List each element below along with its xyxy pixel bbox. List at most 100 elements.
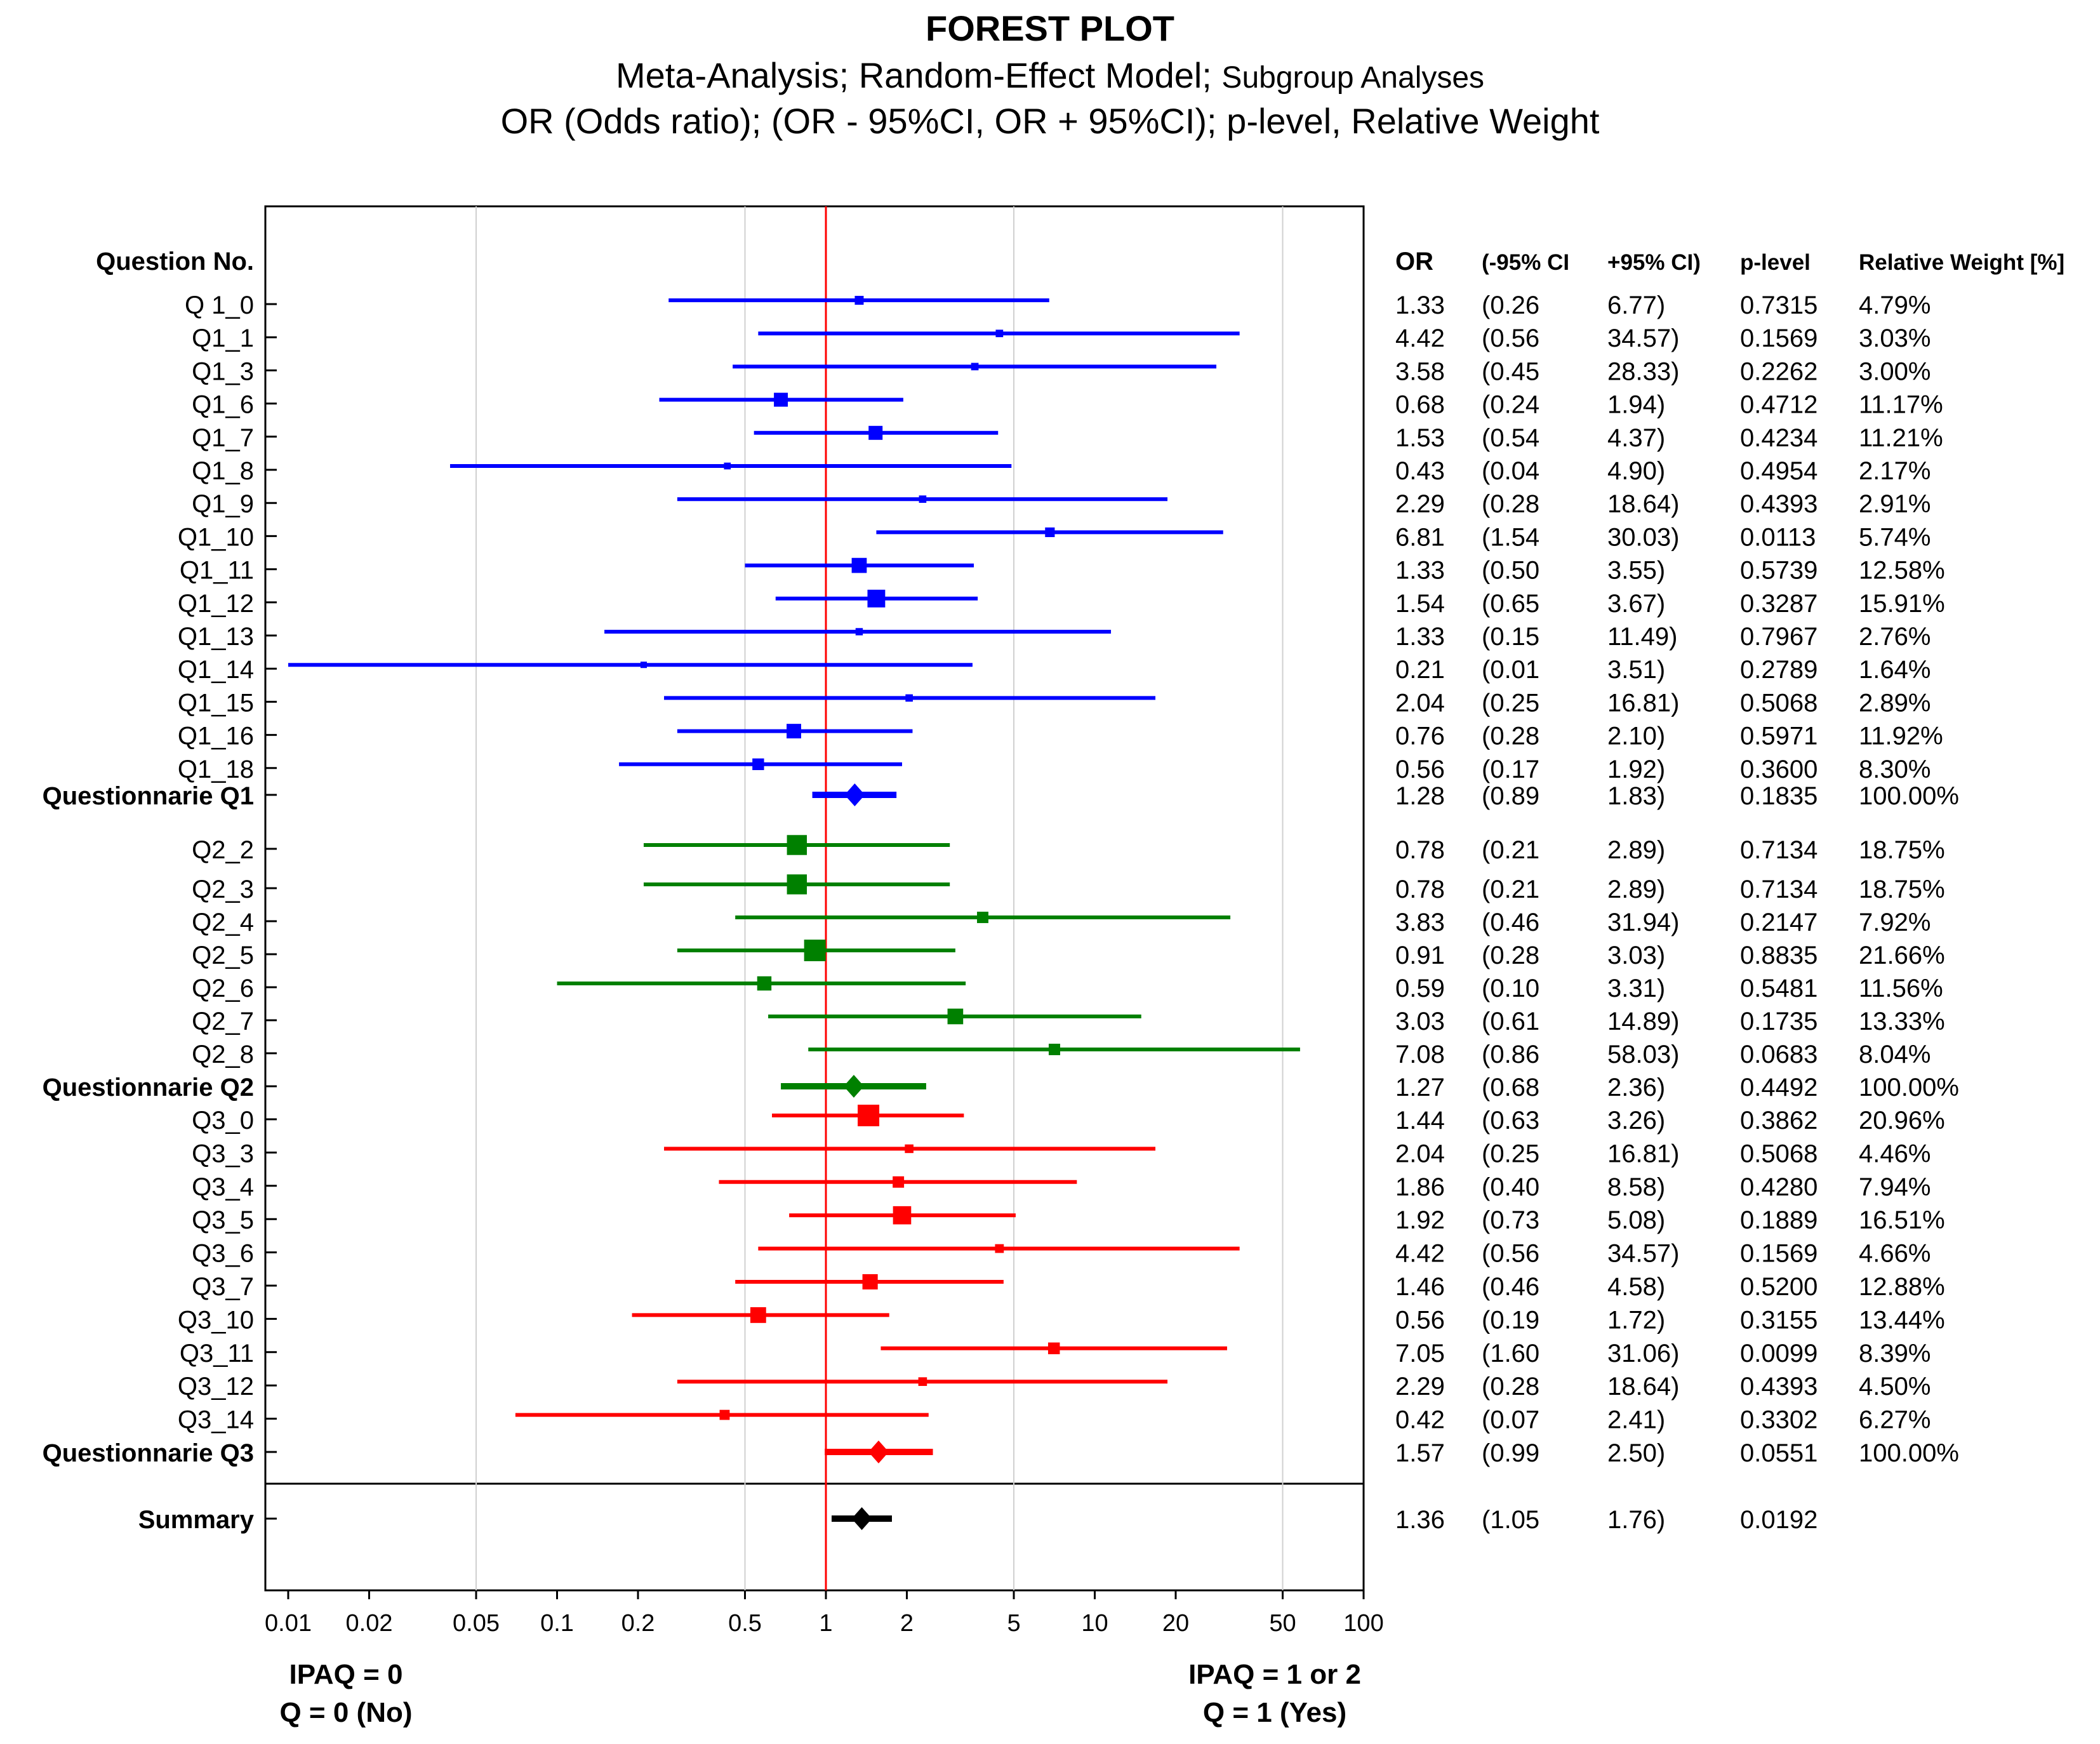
table-weight: 100.00% (1859, 1074, 1959, 1102)
forest-row (812, 783, 897, 806)
table-weight: 6.27% (1859, 1406, 1931, 1434)
table-p-level: 0.0683 (1740, 1041, 1818, 1068)
forest-row (288, 662, 973, 669)
forest-row (557, 976, 966, 991)
table-ci-lower: (1.60 (1482, 1340, 1539, 1368)
point-estimate (905, 694, 913, 702)
forest-row (825, 1441, 933, 1463)
point-estimate (851, 557, 867, 573)
table-ci-upper: 2.89) (1607, 836, 1665, 864)
forest-row (659, 392, 903, 407)
table-or: 2.29 (1395, 1373, 1445, 1401)
table-weight: 1.64% (1859, 656, 1931, 684)
point-estimate (893, 1206, 912, 1225)
point-estimate (918, 1377, 927, 1387)
point-estimate (1047, 1342, 1060, 1355)
row-label: Q2_4 (192, 909, 254, 936)
forest-row (677, 724, 913, 739)
table-or: 1.54 (1395, 590, 1445, 618)
table-weight: 2.89% (1859, 689, 1931, 717)
row-label: Q1_12 (178, 590, 254, 618)
table-ci-lower: (0.63 (1482, 1107, 1539, 1135)
row-label: Q3_10 (178, 1306, 254, 1334)
header-weight: Relative Weight [%] (1859, 250, 2064, 275)
forest-row (735, 912, 1231, 923)
table-ci-lower: (0.46 (1482, 1273, 1539, 1301)
table-ci-upper: 16.81) (1607, 1140, 1679, 1168)
table-ci-upper: 2.36) (1607, 1074, 1665, 1102)
footer-right-line2: Q = 1 (Yes) (1203, 1697, 1346, 1728)
row-label: Q2_2 (192, 836, 254, 864)
point-estimate (971, 363, 979, 371)
table-ci-upper: 14.89) (1607, 1008, 1679, 1035)
table-weight: 5.74% (1859, 523, 1931, 551)
table-ci-lower: (0.50 (1482, 557, 1539, 585)
forest-row (619, 758, 902, 770)
point-estimate (750, 1307, 766, 1323)
gridlines (475, 206, 1284, 1590)
row-label: Q1_6 (192, 391, 254, 419)
table-weight: 12.58% (1859, 557, 1945, 585)
x-tick-label: 0.1 (540, 1610, 574, 1637)
table-ci-upper: 1.92) (1607, 756, 1665, 783)
table-ci-upper: 34.57) (1607, 1240, 1679, 1268)
table-or: 7.05 (1395, 1340, 1445, 1368)
table-p-level: 0.0551 (1740, 1439, 1818, 1467)
table-or: 0.59 (1395, 975, 1445, 1002)
point-estimate (1045, 527, 1055, 537)
forest-row (768, 1008, 1141, 1025)
table-weight: 18.75% (1859, 836, 1945, 864)
table-weight: 7.92% (1859, 909, 1931, 936)
table-ci-upper: 30.03) (1607, 523, 1679, 551)
row-label: Q3_7 (192, 1273, 254, 1301)
table-p-level: 0.0113 (1740, 523, 1816, 551)
table-ci-upper: 6.77) (1607, 291, 1665, 319)
table-weight: 7.94% (1859, 1173, 1931, 1201)
table-weight: 11.56% (1859, 975, 1943, 1002)
table-ci-lower: (0.01 (1482, 656, 1539, 684)
x-tick-label: 5 (1007, 1610, 1020, 1637)
table-weight: 4.46% (1859, 1140, 1931, 1168)
table-ci-upper: 3.51) (1607, 656, 1665, 684)
row-label: Summary (138, 1506, 255, 1534)
pooled-diamond (844, 783, 865, 806)
table-ci-upper: 11.49) (1607, 623, 1677, 651)
row-label: Q2_8 (192, 1041, 254, 1068)
table-ci-lower: (0.21 (1482, 836, 1539, 864)
table-p-level: 0.5068 (1740, 689, 1818, 717)
row-label: Q2_6 (192, 975, 254, 1002)
forest-row (449, 462, 1012, 470)
row-label: Q1_11 (180, 557, 254, 585)
table-ci-upper: 2.41) (1607, 1406, 1665, 1434)
x-tick-label: 0.05 (453, 1610, 500, 1637)
table-or: 1.27 (1395, 1074, 1445, 1102)
point-estimate (858, 1105, 880, 1126)
row-label: Q 1_0 (185, 291, 254, 319)
table-p-level: 0.7134 (1740, 875, 1818, 903)
forest-row (758, 329, 1240, 338)
table-ci-lower: (0.46 (1482, 909, 1539, 936)
forest-row (831, 1507, 892, 1530)
point-estimate (854, 296, 864, 305)
forest-row (515, 1409, 929, 1420)
forest-row (668, 296, 1049, 305)
table-or: 0.76 (1395, 722, 1445, 750)
table-p-level: 0.1569 (1740, 1240, 1818, 1268)
x-tick-label: 50 (1269, 1610, 1296, 1637)
table-p-level: 0.5068 (1740, 1140, 1818, 1168)
forest-row (677, 1377, 1168, 1387)
table-weight: 2.91% (1859, 490, 1931, 518)
table-or: 1.46 (1395, 1273, 1445, 1301)
chart-title: FOREST PLOT Meta-Analysis; Random-Effect… (501, 8, 1600, 141)
table-ci-upper: 8.58) (1607, 1173, 1665, 1201)
table-ci-lower: (0.61 (1482, 1008, 1539, 1035)
table-p-level: 0.4393 (1740, 1373, 1818, 1401)
table-ci-upper: 1.72) (1607, 1306, 1665, 1334)
table-or: 4.42 (1395, 1240, 1445, 1268)
table-or: 2.04 (1395, 1140, 1445, 1168)
forest-row (664, 1144, 1156, 1154)
x-tick-label: 1 (819, 1610, 832, 1637)
forest-row (745, 557, 974, 573)
point-estimate (947, 1008, 964, 1025)
row-label: Q3_11 (180, 1340, 254, 1368)
